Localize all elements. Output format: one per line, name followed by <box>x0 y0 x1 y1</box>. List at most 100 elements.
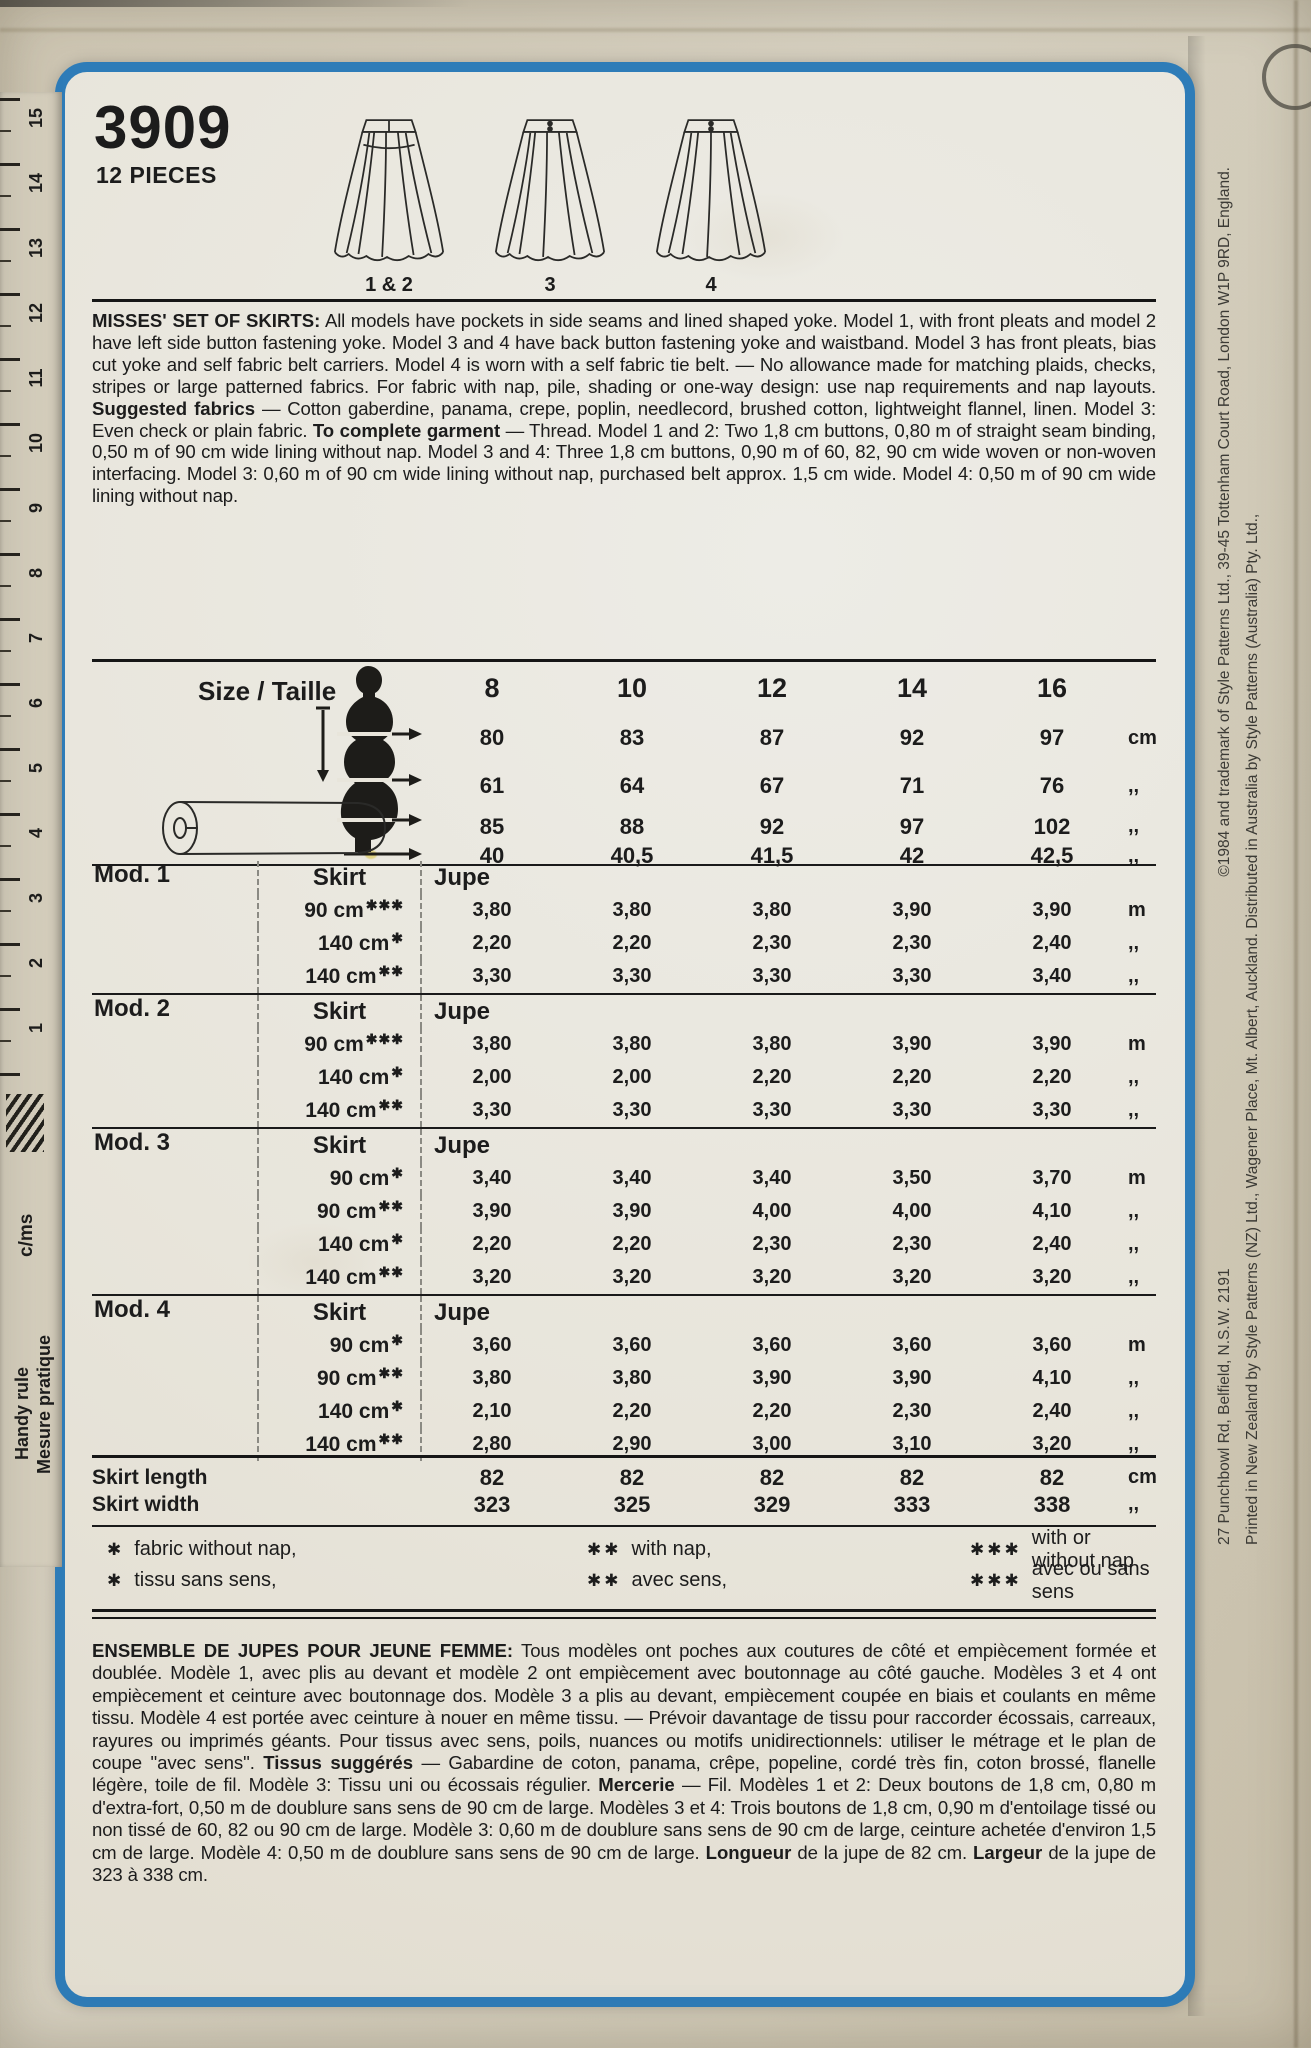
ruler-tick <box>0 618 20 621</box>
ruler-half-tick <box>0 195 11 197</box>
nap-marks: ✱✱ <box>378 963 404 979</box>
yardage-row: 90 cm ✱✱ 3,80 3,80 3,90 3,90 4,10,, <box>92 1362 1156 1395</box>
garment-label-fr: Jupe <box>434 863 491 891</box>
paper-stain <box>685 192 845 282</box>
yardage-value: 3,20 <box>612 1266 652 1288</box>
row-spacer <box>92 1028 257 1061</box>
measurement-value: 82 <box>479 1464 505 1490</box>
nap-marks: ✱✱✱ <box>365 897 404 913</box>
size-taille-label: Size / Taille <box>198 676 337 706</box>
size-header: 8 <box>484 672 500 703</box>
nap-marks: ✱✱ <box>378 1264 404 1280</box>
ruler-label-english: Handy rule <box>12 1366 32 1460</box>
garment-label-en: Skirt <box>257 995 422 1028</box>
yardage-value: 3,30 <box>612 1099 652 1121</box>
ruler-tick <box>0 163 20 166</box>
yardage-table-header: Mod. 1 Skirt Jupe <box>92 861 1156 894</box>
description-french: ENSEMBLE DE JUPES POUR JEUNE FEMME: Tous… <box>92 1640 1156 1886</box>
description-title-en: MISSES' SET OF SKIRTS: <box>92 310 321 331</box>
unit-cell: ,, <box>1128 1367 1140 1389</box>
fabric-width-label: 140 cm <box>305 1098 377 1122</box>
view-label: 4 <box>705 274 717 296</box>
yardage-table: Mod. 2 Skirt Jupe 90 cm ✱✱✱ 3,80 3,80 3,80 3,… <box>92 993 1156 1127</box>
style-views: 1 & 2 3 <box>325 112 845 297</box>
size-value: 61 <box>479 773 505 798</box>
fn-en: with nap, <box>631 1538 712 1560</box>
yardage-value: 2,30 <box>752 932 792 954</box>
fn-fr: avec ou sans sens <box>1031 1557 1150 1603</box>
photo-edge <box>0 0 470 7</box>
ruler-number: 2 <box>26 958 46 969</box>
size-value: 97 <box>1039 725 1065 750</box>
ruler-tick <box>0 488 20 491</box>
size-value: 97 <box>899 813 925 839</box>
ruler-hatch-block <box>6 1094 44 1152</box>
yardage-value: 3,50 <box>892 1167 932 1189</box>
size-value: 83 <box>619 725 645 750</box>
longueur-label: Longueur <box>705 1841 792 1863</box>
measurement-label: Skirt length <box>92 1465 208 1489</box>
model-label: Mod. 1 <box>94 861 170 888</box>
yardage-value: 3,90 <box>892 1033 932 1055</box>
footnotes: ✱ fabric without nap, ✱ tissu sans sens, ✱✱ w… <box>92 1527 1156 1606</box>
view-label: 3 <box>544 274 556 296</box>
yardage-value: 2,20 <box>752 1066 792 1088</box>
fabric-width-label: 140 cm <box>318 1065 390 1089</box>
description-body: — Gabardine de coton, panama, crêpe, pop… <box>92 1752 1156 1796</box>
measurement-label: Skirt width <box>92 1492 200 1516</box>
ruler-tick <box>0 1008 20 1011</box>
corner-mark <box>1262 44 1311 110</box>
nap-marks: ✱✱ <box>587 1539 622 1559</box>
ruler-half-tick <box>0 845 11 847</box>
yardage-value: 3,90 <box>612 1200 652 1222</box>
size-row: 85 88 92 97 102,, <box>92 810 1156 843</box>
nap-marks: ✱ <box>391 1231 404 1247</box>
skirt-drawing-icon <box>655 119 767 262</box>
yardage-value: 3,20 <box>472 1266 512 1288</box>
measurement-value: 333 <box>893 1491 931 1517</box>
handy-rule-ruler: 15 14 13 12 11 10 9 8 7 6 5 4 3 2 1 c/ms Handy rule Me… <box>0 92 62 1567</box>
garment-label-en: Skirt <box>257 861 422 894</box>
view-model-4: 4 <box>647 112 775 297</box>
suggested-fabrics-label: Suggested fabrics <box>92 397 256 419</box>
yardage-value: 3,60 <box>472 1334 512 1356</box>
ruler-tick <box>0 423 20 426</box>
ruler-unit-label: c/ms <box>16 1213 37 1257</box>
fabric-width-cell: 140 cm ✱✱ <box>257 960 422 993</box>
unit-cell: ,, <box>1128 1266 1140 1288</box>
ruler-number: 1 <box>26 1023 46 1034</box>
ruler-half-tick <box>0 325 11 327</box>
fabric-width-cell: 90 cm ✱✱✱ <box>257 894 422 927</box>
ruler-tick <box>0 683 20 686</box>
ruler-number: 12 <box>26 302 46 324</box>
description-title-fr: ENSEMBLE DE JUPES POUR JEUNE FEMME: <box>92 1640 514 1661</box>
pattern-number: 3909 <box>94 94 232 161</box>
yardage-value: 2,20 <box>752 1400 792 1422</box>
nap-marks: ✱✱ <box>378 1198 404 1214</box>
measurement-row: Skirt width 323 325 329 333 338,, <box>92 1491 1156 1518</box>
divider-double-rule <box>92 1609 1156 1619</box>
garment-label-fr: Jupe <box>434 1298 491 1326</box>
yardage-value: 3,20 <box>1032 1266 1072 1288</box>
yardage-value: 3,90 <box>892 899 932 921</box>
ruler-half-tick <box>0 715 11 717</box>
yardage-value: 2,40 <box>1032 932 1072 954</box>
ruler-number: 7 <box>26 633 46 644</box>
ruler-number: 15 <box>26 107 46 129</box>
yardage-value: 3,40 <box>472 1167 512 1189</box>
mercerie-label: Mercerie <box>598 1774 675 1796</box>
yardage-value: 2,00 <box>472 1066 512 1088</box>
ruler-half-tick <box>0 390 11 392</box>
nap-marks: ✱✱✱ <box>365 1031 404 1047</box>
yardage-value: 2,30 <box>892 1400 932 1422</box>
yardage-value: 4,00 <box>892 1200 932 1222</box>
yardage-value: 3,80 <box>612 899 652 921</box>
ruler-half-tick <box>0 910 11 912</box>
description-body: de la jupe de 82 cm. <box>797 1841 967 1863</box>
row-spacer <box>92 1162 257 1195</box>
ruler-number: 8 <box>26 568 46 579</box>
fabric-width-cell: 140 cm ✱ <box>257 1228 422 1261</box>
skirt-drawing-icon <box>494 119 606 262</box>
printer-imprint-address: 27 Punchbowl Rd, Belfield, N.S.W. 2191 <box>1216 1268 1233 1545</box>
yardage-row: 140 cm ✱✱ 2,80 2,90 3,00 3,10 3,20,, <box>92 1428 1156 1461</box>
